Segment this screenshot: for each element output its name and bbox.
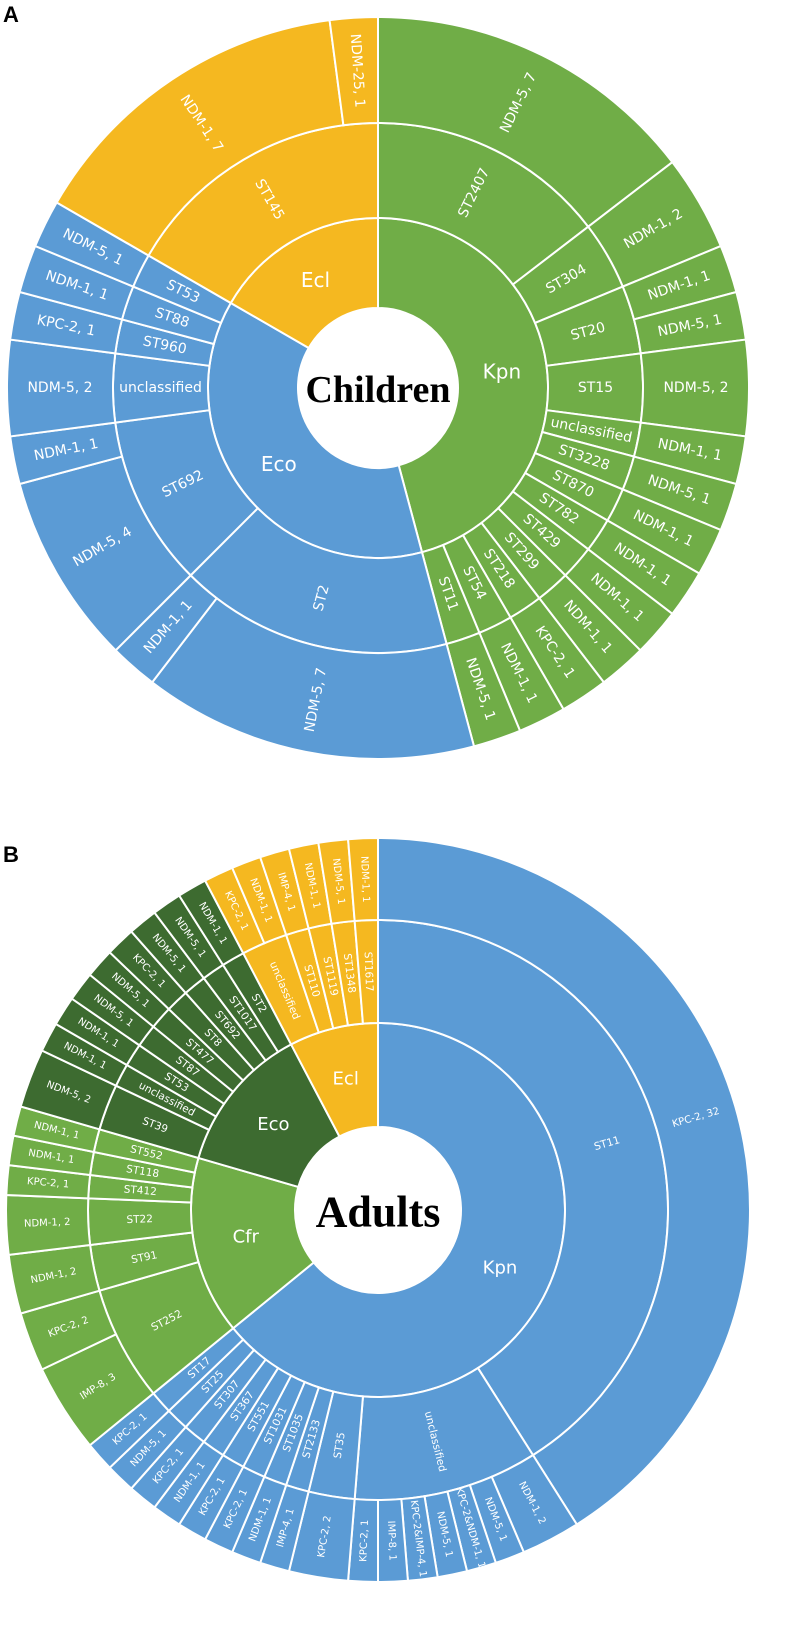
st-label: ST1617 [362,952,376,992]
gene-label: NDM-25, 1 [347,33,368,108]
species-ecl-label: Ecl [333,1068,359,1089]
species-eco-label: Eco [261,452,297,476]
species-eco-label: Eco [257,1114,289,1135]
st-label: ST412 [123,1183,157,1198]
gene-label: KPC-2, 1 [358,1519,371,1562]
gene-ndm-1-1-segment [346,836,379,923]
gene-ndm-25-1-segment [328,15,379,127]
gene-kpc-2-32-segment [377,836,751,1526]
panel-letter-b: B [3,842,19,867]
st-label: ST118 [125,1163,160,1180]
center-label: Adults [316,1188,441,1237]
st-label: ST2 [311,583,333,613]
st-label: ST1348 [341,953,358,994]
gene-label: NDM-1, 1 [358,856,371,903]
gene-label: NDM-5, 2 [663,380,728,396]
st-label: ST35 [332,1431,348,1459]
species-kpn-label: Kpn [483,1257,518,1278]
st-label: unclassified [119,380,202,396]
panel-letter-a: A [3,2,19,27]
center-hole [296,1128,460,1292]
gene-label: NDM-1, 2 [24,1217,71,1230]
species-cfr-label: Cfr [233,1227,260,1248]
gene-label: IMP-8, 1 [385,1520,398,1560]
gene-label: NDM-5, 2 [27,380,92,396]
species-kpn-label: Kpn [483,360,522,384]
center-label: Children [305,369,450,411]
st-label: ST22 [126,1213,153,1226]
gene-label: KPC-2, 1 [27,1176,70,1190]
st-label: ST15 [578,380,613,396]
species-ecl-label: Ecl [301,268,330,292]
st-label: ST91 [130,1249,158,1266]
center-hole [299,309,457,467]
